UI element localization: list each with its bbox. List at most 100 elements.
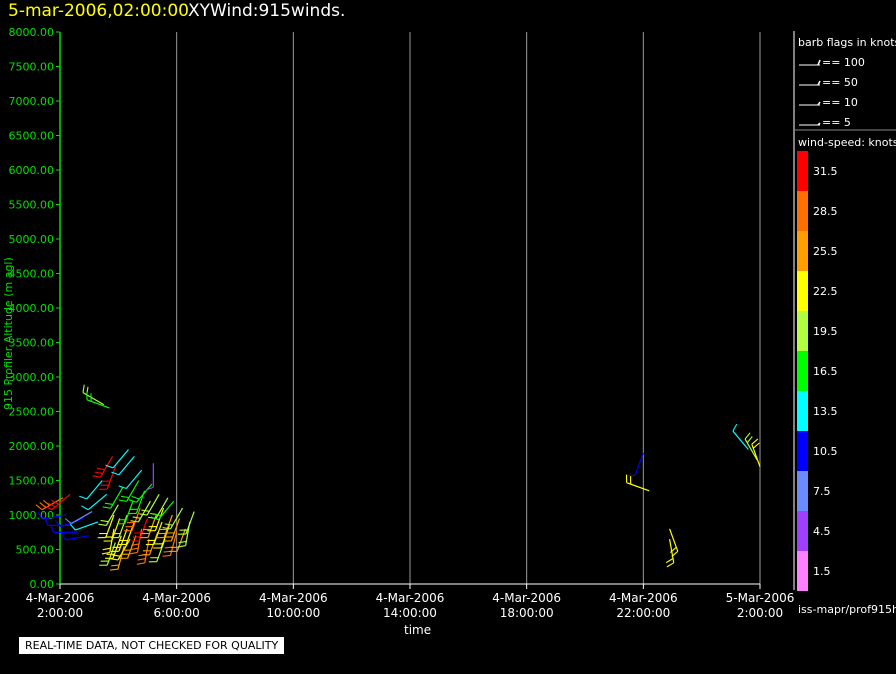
y-axis-label: 915 Profiler Altitude (m agl): [2, 257, 15, 410]
wind-barb: [35, 497, 64, 511]
y-tick-label: 0.00: [30, 578, 55, 591]
wind-barb: [156, 514, 173, 539]
colorbar-swatch: [797, 231, 808, 271]
wind-barbs: [35, 384, 761, 571]
colorbar-swatch: [797, 551, 808, 591]
x-tick-date: 4-Mar-2006: [376, 591, 445, 605]
wind-barb: [118, 521, 135, 546]
barb-legend-title: barb flags in knots: [798, 36, 896, 49]
colorbar-label: 7.5: [813, 485, 831, 498]
wind-barb: [98, 504, 119, 526]
y-tick-label: 3500.00: [9, 337, 55, 350]
wind-barb: [37, 512, 66, 520]
barb-legend-item: == 100: [799, 56, 865, 69]
wind-barb: [111, 455, 135, 476]
wind-barb: [64, 511, 93, 525]
colorbar-swatch: [797, 311, 808, 351]
x-tick-time: 2:00:00: [737, 606, 783, 620]
colorbar-swatch: [797, 471, 808, 511]
colorbar-swatch: [797, 271, 808, 311]
quality-warning: REAL-TIME DATA, NOT CHECKED FOR QUALITY: [19, 637, 285, 654]
y-tick-label: 7000.00: [9, 95, 55, 108]
wind-barb: [116, 500, 134, 525]
wind-barb: [118, 469, 143, 490]
source-label: iss-mapr/prof915h: [798, 603, 896, 616]
wind-barb: [148, 538, 166, 563]
wind-barb: [177, 511, 195, 535]
wind-barb: [119, 535, 137, 559]
y-tick-label: 5500.00: [9, 199, 55, 212]
wind-barb: [79, 480, 103, 500]
colorbar-swatch: [797, 151, 808, 191]
barb-legend-item: == 10: [799, 96, 858, 109]
barb-legend-label: == 10: [822, 96, 858, 109]
y-tick-labels: 0.00 500.00 1000.00 1500.00 2000.00 2500.00 30…: [9, 26, 60, 591]
x-axis-label: time: [404, 623, 431, 637]
gridlines: [176, 32, 761, 584]
x-tick-time: 14:00:00: [383, 606, 437, 620]
colorbar-swatch: [797, 511, 808, 551]
barb-legend-label: == 5: [822, 116, 851, 129]
wind-barb: [751, 438, 761, 467]
x-tick-labels: 4-Mar-2006 2:00:00 4-Mar-2006 6:00:00 4-Mar-…: [26, 584, 795, 620]
barb-legend-items: == 100 == 50 == 10 == 5: [799, 56, 865, 129]
y-tick-label: 6500.00: [9, 130, 55, 143]
colorbar-label: 19.5: [813, 325, 838, 338]
colorbar-swatch: [797, 391, 808, 431]
plot-name: XYWind:915winds.: [188, 1, 346, 21]
colorbar-label: 10.5: [813, 445, 838, 458]
wind-barb: [145, 463, 154, 491]
y-tick-label: 8000.00: [9, 26, 55, 39]
wind-barb: [110, 514, 128, 539]
colorbar-label: 16.5: [813, 365, 838, 378]
x-tick-date: 4-Mar-2006: [609, 591, 678, 605]
colorbar-label: 1.5: [813, 565, 831, 578]
wind-barb: [147, 507, 165, 532]
colorbar-swatch: [797, 191, 808, 231]
x-tick-time: 10:00:00: [266, 606, 320, 620]
wind-barb: [86, 391, 110, 409]
wind-barb: [139, 493, 160, 516]
wind-barb: [744, 432, 758, 461]
wind-barb: [60, 532, 90, 541]
colorbar-label: 31.5: [813, 165, 838, 178]
wind-speed-colorbar: 31.5 28.5 25.5 22.5 19.5 16.5 13.5 10.5 7.5 4.5 1.…: [797, 151, 838, 591]
barb-legend-label: == 100: [822, 56, 865, 69]
wind-barb: [44, 493, 71, 511]
wind-barb: [123, 507, 141, 532]
y-tick-label: 1000.00: [9, 509, 55, 522]
wind-barb: [50, 524, 78, 533]
y-tick-label: 500.00: [16, 544, 55, 557]
x-tick-time: 22:00:00: [616, 606, 670, 620]
wind-barb: [162, 507, 184, 530]
x-tick-time: 6:00:00: [154, 606, 200, 620]
colorbar-swatch: [797, 431, 808, 471]
wind-barb: [105, 449, 130, 469]
wind-barb: [81, 493, 108, 511]
y-tick-label: 2500.00: [9, 406, 55, 419]
y-tick-label: 7500.00: [9, 61, 55, 74]
wind-barb: [163, 518, 181, 542]
y-tick-label: 4000.00: [9, 302, 55, 315]
wind-barb: [92, 456, 114, 478]
wind-barb: [150, 500, 175, 521]
y-tick-label: 2000.00: [9, 440, 55, 453]
colorbar-label: 25.5: [813, 245, 838, 258]
x-tick-time: 18:00:00: [500, 606, 554, 620]
wind-barb: [99, 466, 116, 490]
wind-barb: [665, 539, 675, 568]
wind-barb: [97, 514, 115, 539]
x-tick-date: 5-Mar-2006: [726, 591, 795, 605]
speed-legend-title: wind-speed: knots: [798, 136, 896, 149]
y-tick-label: 1500.00: [9, 475, 55, 488]
plot-date-time: 5-mar-2006,02:00:00: [8, 1, 189, 21]
y-tick-label: 6000.00: [9, 164, 55, 177]
wind-barb: [128, 483, 153, 503]
wind-barb: [625, 474, 650, 492]
wind-barb: [627, 452, 644, 477]
x-tick-date: 4-Mar-2006: [492, 591, 561, 605]
wind-barb: [130, 500, 151, 523]
x-tick-date: 4-Mar-2006: [26, 591, 95, 605]
wind-barb: [118, 480, 140, 502]
